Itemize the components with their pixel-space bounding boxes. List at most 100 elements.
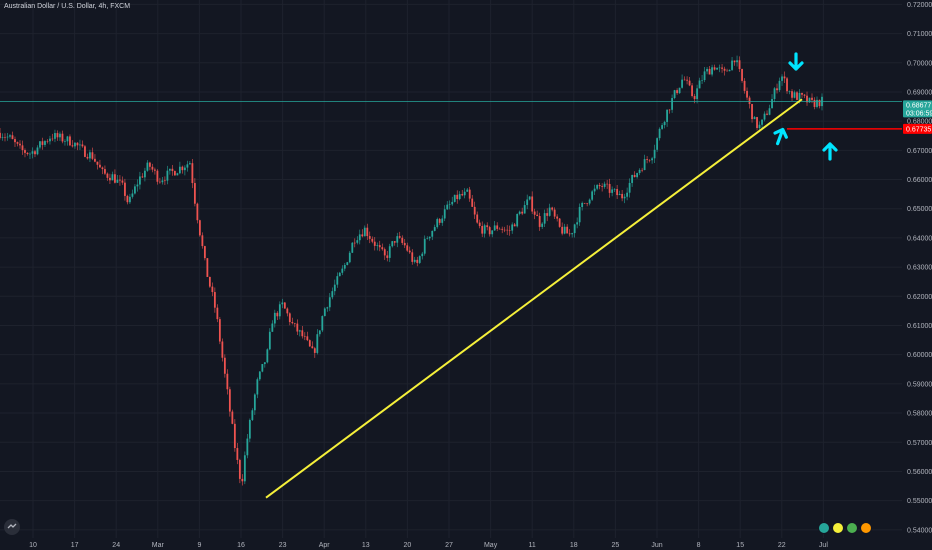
candle-body — [378, 245, 381, 248]
indicator-icon[interactable] — [860, 522, 872, 534]
candle-body — [438, 219, 441, 223]
candle-body — [388, 246, 391, 258]
candle-body — [503, 229, 506, 231]
candle-body — [94, 158, 96, 162]
tradingview-logo-icon[interactable] — [4, 519, 20, 535]
candle-body — [756, 117, 758, 129]
x-tick-label: 17 — [71, 542, 79, 549]
candle-body — [493, 225, 496, 231]
candle-body — [238, 459, 241, 479]
trendline[interactable] — [265, 98, 803, 499]
candle-body — [788, 91, 791, 92]
candle-body — [433, 227, 436, 231]
candle-body — [698, 80, 701, 89]
x-tick-label: 18 — [570, 542, 578, 549]
x-tick-label: Jul — [819, 542, 828, 549]
time-axis[interactable] — [0, 538, 932, 550]
candle-body — [446, 204, 449, 210]
y-tick-label: 0.71000 — [907, 31, 932, 38]
candle-body — [723, 68, 726, 71]
candle-body — [376, 245, 379, 246]
candle-body — [701, 80, 703, 81]
candle-body — [578, 207, 581, 223]
candle-body — [816, 99, 818, 107]
candle-body — [453, 194, 456, 202]
candle-body — [139, 176, 141, 185]
candle-body — [173, 171, 176, 176]
candle-body — [428, 236, 431, 239]
candle-body — [796, 92, 798, 100]
candle-body — [311, 346, 314, 349]
candle-body — [523, 205, 526, 214]
y-tick-label: 0.64000 — [907, 235, 932, 242]
candle-body — [468, 189, 471, 199]
candle-body — [496, 225, 499, 229]
x-tick-label: 13 — [362, 542, 370, 549]
candle-body — [49, 138, 51, 142]
candle-body — [808, 97, 811, 103]
candle-body — [178, 166, 181, 174]
candle-body — [403, 242, 406, 246]
candle-body — [548, 207, 551, 216]
indicator-icon[interactable] — [818, 522, 830, 534]
price-axis[interactable] — [902, 0, 932, 538]
x-tick-label: 23 — [279, 542, 287, 549]
candle-body — [581, 202, 584, 208]
candle-body — [54, 133, 56, 139]
candle-body — [308, 340, 311, 347]
x-tick-label: 20 — [404, 542, 412, 549]
candle-body — [191, 163, 194, 184]
candle-body — [678, 87, 681, 94]
candle-body — [116, 179, 119, 183]
candle-body — [291, 322, 294, 324]
candle-body — [328, 297, 331, 308]
candle-body — [104, 169, 106, 174]
candle-body — [483, 225, 486, 234]
candle-body — [36, 147, 39, 155]
candle-body — [676, 90, 678, 94]
indicator-icon[interactable] — [846, 522, 858, 534]
candle-body — [631, 174, 634, 183]
candle-body — [1, 137, 4, 138]
y-tick-label: 0.57000 — [907, 440, 932, 447]
candle-body — [76, 142, 79, 146]
candle-body — [463, 191, 466, 196]
candle-body — [551, 207, 554, 210]
candle-body — [271, 323, 274, 332]
candle-body — [588, 199, 591, 204]
y-tick-label: 0.56000 — [907, 469, 932, 476]
candle-body — [121, 180, 124, 183]
candle-body — [736, 60, 738, 63]
candle-body — [806, 95, 808, 103]
candle-body — [6, 136, 9, 138]
candle-body — [526, 199, 529, 206]
candle-body — [398, 236, 401, 238]
candle-body — [731, 60, 733, 70]
candle-body — [481, 225, 484, 234]
candle-body — [768, 108, 771, 115]
indicator-icon[interactable] — [832, 522, 844, 534]
countdown-label: 03:06:59 — [906, 110, 932, 117]
candle-body — [478, 222, 481, 226]
candle-body — [501, 228, 504, 230]
candle-body — [708, 68, 711, 75]
candle-body — [253, 394, 256, 411]
candle-body — [636, 173, 639, 178]
candle-body — [363, 227, 366, 237]
candle-body — [733, 60, 736, 63]
candle-body — [423, 238, 426, 254]
candle-body — [0, 132, 1, 138]
candle-body — [231, 411, 234, 424]
candle-body — [381, 247, 384, 250]
candle-body — [84, 146, 86, 157]
candle-body — [476, 214, 479, 223]
candle-body — [611, 189, 614, 193]
candle-body — [273, 312, 276, 324]
candle-body — [391, 241, 394, 247]
candle-body — [406, 245, 409, 251]
y-tick-label: 0.59000 — [907, 381, 932, 388]
indicator-icons[interactable] — [818, 522, 872, 534]
x-tick-label: 16 — [237, 542, 245, 549]
candle-body — [66, 136, 69, 142]
